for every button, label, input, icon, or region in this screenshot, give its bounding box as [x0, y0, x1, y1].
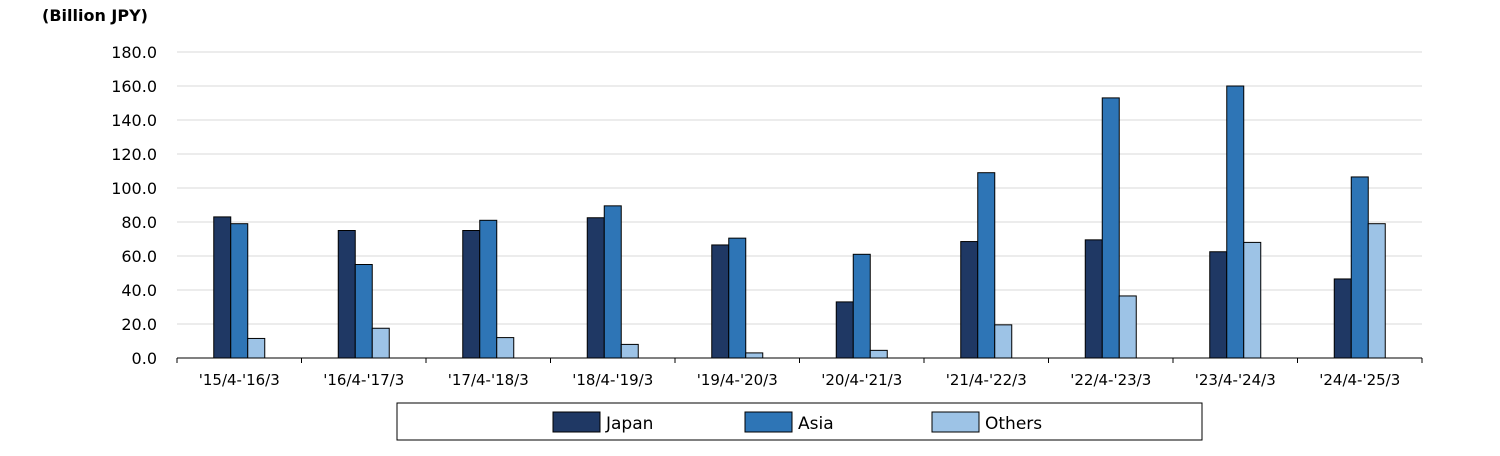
bar-japan-1	[337, 230, 356, 359]
x-axis	[176, 357, 1423, 363]
bar-japan-2	[462, 230, 481, 359]
bar-asia-2	[479, 219, 498, 359]
y-tick-label: 140.0	[111, 111, 157, 130]
x-tick-label: '16/4-'17/3	[323, 371, 404, 389]
bar-japan-0	[213, 216, 232, 359]
x-tick-label: '15/4-'16/3	[199, 371, 280, 389]
bar-others-6	[994, 324, 1013, 359]
bar-asia-5	[852, 253, 871, 359]
y-tick-label: 100.0	[111, 179, 157, 198]
bar-others-1	[371, 327, 390, 359]
y-tick-label: 0.0	[132, 349, 157, 368]
bars	[213, 85, 1386, 359]
x-tick-label: '24/4-'25/3	[1319, 371, 1400, 389]
bar-asia-7	[1101, 97, 1120, 359]
legend-swatch-japan	[552, 411, 601, 433]
bar-japan-3	[586, 217, 605, 359]
x-tick-label: '23/4-'24/3	[1195, 371, 1276, 389]
y-tick-label: 80.0	[121, 213, 157, 232]
bar-japan-9	[1333, 278, 1352, 359]
bar-asia-4	[728, 237, 747, 359]
x-tick-label: '20/4-'21/3	[821, 371, 902, 389]
y-tick-label: 160.0	[111, 77, 157, 96]
bar-asia-8	[1226, 85, 1245, 359]
bar-japan-5	[835, 301, 854, 359]
y-tick-label: 60.0	[121, 247, 157, 266]
bar-japan-7	[1084, 239, 1103, 359]
bar-asia-1	[354, 264, 373, 359]
y-tick-label: 20.0	[121, 315, 157, 334]
x-tick-label: '21/4-'22/3	[946, 371, 1027, 389]
y-tick-label: 180.0	[111, 43, 157, 62]
legend-box	[396, 402, 1203, 441]
y-axis-ticks: 0.0 20.0 40.0 60.0 80.0 100.0 120.0 140.0 160.0 1…	[111, 43, 157, 368]
legend-label-asia: Asia	[798, 414, 834, 434]
bar-japan-8	[1209, 251, 1228, 359]
bar-japan-6	[960, 241, 979, 359]
bar-asia-3	[603, 205, 622, 359]
bar-others-2	[496, 337, 515, 359]
y-tick-label: 40.0	[121, 281, 157, 300]
x-axis-ticks: '15/4-'16/3 '16/4-'17/3 '17/4-'18/3 '18/4-'…	[199, 371, 1401, 389]
bar-others-7	[1118, 295, 1137, 359]
x-tick-label: '18/4-'19/3	[572, 371, 653, 389]
bar-asia-6	[977, 172, 996, 359]
bar-others-0	[247, 337, 266, 359]
bar-others-8	[1243, 241, 1262, 359]
x-tick-label: '17/4-'18/3	[448, 371, 529, 389]
legend-label-others: Others	[985, 414, 1042, 434]
bar-asia-9	[1350, 176, 1369, 359]
legend-swatch-asia	[744, 411, 793, 433]
bar-others-5	[869, 349, 888, 359]
bar-japan-4	[711, 244, 730, 359]
x-tick-label: '22/4-'23/3	[1070, 371, 1151, 389]
bar-asia-0	[230, 223, 249, 359]
legend-label-japan: Japan	[605, 414, 653, 434]
legend: Japan Asia Others	[396, 402, 1203, 441]
bar-others-4	[745, 352, 764, 359]
y-axis-unit-label: (Billion JPY)	[42, 6, 148, 25]
legend-swatch-others	[931, 411, 980, 433]
y-tick-label: 120.0	[111, 145, 157, 164]
bar-others-3	[620, 343, 639, 359]
bar-others-9	[1367, 223, 1386, 359]
x-tick-label: '19/4-'20/3	[697, 371, 778, 389]
